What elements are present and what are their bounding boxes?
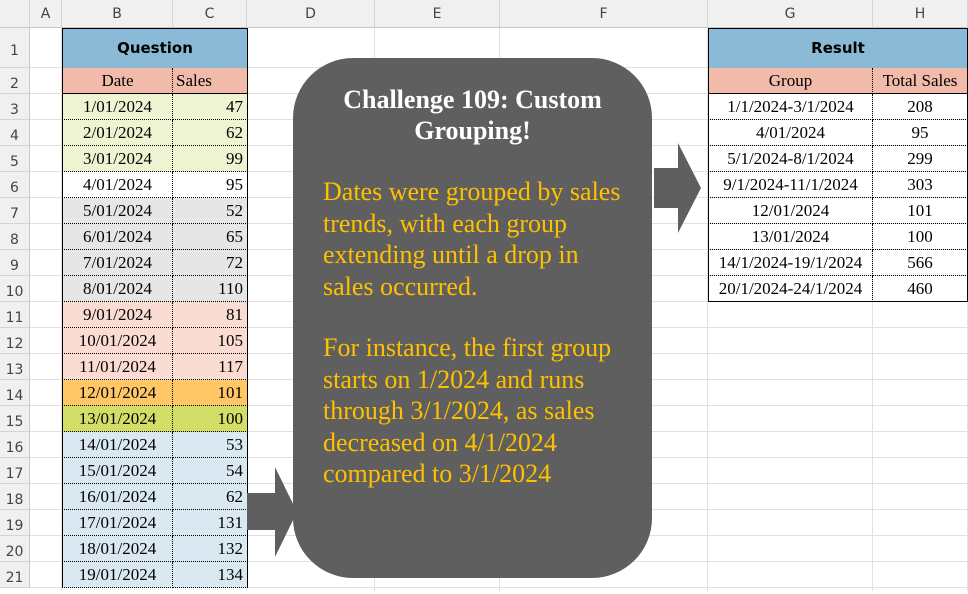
gridline	[707, 28, 708, 591]
sales-cell[interactable]: 134	[173, 562, 248, 588]
date-cell[interactable]: 4/01/2024	[62, 172, 173, 198]
date-cell[interactable]: 5/01/2024	[62, 198, 173, 224]
date-cell[interactable]: 1/01/2024	[62, 94, 173, 120]
date-cell[interactable]: 9/01/2024	[62, 302, 173, 328]
group-cell[interactable]: 1/1/2024-3/1/2024	[708, 94, 873, 120]
row-header-17[interactable]: 17	[0, 458, 30, 484]
sales-cell[interactable]: 117	[173, 354, 248, 380]
total-sales-cell[interactable]: 208	[873, 94, 968, 120]
group-header: Group	[708, 68, 873, 94]
date-cell[interactable]: 7/01/2024	[62, 250, 173, 276]
row-header-20[interactable]: 20	[0, 536, 30, 562]
date-cell[interactable]: 3/01/2024	[62, 146, 173, 172]
sales-cell[interactable]: 62	[173, 120, 248, 146]
date-cell[interactable]: 13/01/2024	[62, 406, 173, 432]
column-header-a[interactable]: A	[30, 0, 62, 28]
arrow-right-icon	[654, 143, 701, 233]
column-header-b[interactable]: B	[62, 0, 173, 28]
sales-cell[interactable]: 101	[173, 380, 248, 406]
row-header-13[interactable]: 13	[0, 354, 30, 380]
date-cell[interactable]: 2/01/2024	[62, 120, 173, 146]
total-sales-cell[interactable]: 100	[873, 224, 968, 250]
row-header-4[interactable]: 4	[0, 120, 30, 146]
total-sales-cell[interactable]: 95	[873, 120, 968, 146]
sales-cell[interactable]: 81	[173, 302, 248, 328]
sales-cell[interactable]: 54	[173, 458, 248, 484]
group-cell[interactable]: 5/1/2024-8/1/2024	[708, 146, 873, 172]
date-cell[interactable]: 10/01/2024	[62, 328, 173, 354]
sales-cell[interactable]: 52	[173, 198, 248, 224]
column-header-c[interactable]: C	[173, 0, 247, 28]
sales-cell[interactable]: 105	[173, 328, 248, 354]
row-header-5[interactable]: 5	[0, 146, 30, 172]
date-cell[interactable]: 15/01/2024	[62, 458, 173, 484]
sales-cell[interactable]: 132	[173, 536, 248, 562]
date-cell[interactable]: 19/01/2024	[62, 562, 173, 588]
row-header-10[interactable]: 10	[0, 276, 30, 302]
row-header-3[interactable]: 3	[0, 94, 30, 120]
sales-cell[interactable]: 100	[173, 406, 248, 432]
group-cell[interactable]: 12/01/2024	[708, 198, 873, 224]
callout-title: Challenge 109: Custom Grouping!	[343, 85, 602, 145]
row-header-11[interactable]: 11	[0, 302, 30, 328]
column-header-d[interactable]: D	[247, 0, 375, 28]
row-header-9[interactable]: 9	[0, 250, 30, 276]
sales-cell[interactable]: 95	[173, 172, 248, 198]
challenge-callout: Challenge 109: Custom Grouping! Dates we…	[293, 58, 652, 578]
row-header-16[interactable]: 16	[0, 432, 30, 458]
date-cell[interactable]: 16/01/2024	[62, 484, 173, 510]
date-cell[interactable]: 11/01/2024	[62, 354, 173, 380]
callout-paragraph-1: Dates were grouped by sales trends, with…	[323, 177, 621, 301]
row-header-8[interactable]: 8	[0, 224, 30, 250]
row-header-6[interactable]: 6	[0, 172, 30, 198]
row-header-15[interactable]: 15	[0, 406, 30, 432]
sales-cell[interactable]: 53	[173, 432, 248, 458]
total-sales-cell[interactable]: 299	[873, 146, 968, 172]
date-cell[interactable]: 12/01/2024	[62, 380, 173, 406]
group-cell[interactable]: 4/01/2024	[708, 120, 873, 146]
group-cell[interactable]: 13/01/2024	[708, 224, 873, 250]
row-header-21[interactable]: 21	[0, 562, 30, 588]
sales-cell[interactable]: 62	[173, 484, 248, 510]
column-header-h[interactable]: H	[873, 0, 968, 28]
column-header-g[interactable]: G	[708, 0, 873, 28]
sales-cell[interactable]: 99	[173, 146, 248, 172]
row-header-18[interactable]: 18	[0, 484, 30, 510]
date-cell[interactable]: 18/01/2024	[62, 536, 173, 562]
total-sales-header: Total Sales	[873, 68, 968, 94]
sales-cell[interactable]: 47	[173, 94, 248, 120]
sales-header: Sales	[173, 68, 248, 94]
row-header-1[interactable]: 1	[0, 28, 30, 68]
date-cell[interactable]: 14/01/2024	[62, 432, 173, 458]
row-header-7[interactable]: 7	[0, 198, 30, 224]
result-title: Result	[708, 28, 968, 69]
date-cell[interactable]: 17/01/2024	[62, 510, 173, 536]
date-cell[interactable]: 8/01/2024	[62, 276, 173, 302]
sales-cell[interactable]: 131	[173, 510, 248, 536]
date-cell[interactable]: 6/01/2024	[62, 224, 173, 250]
sales-cell[interactable]: 65	[173, 224, 248, 250]
group-cell[interactable]: 20/1/2024-24/1/2024	[708, 276, 873, 302]
group-cell[interactable]: 14/1/2024-19/1/2024	[708, 250, 873, 276]
sales-cell[interactable]: 72	[173, 250, 248, 276]
select-all-corner[interactable]	[0, 0, 30, 28]
total-sales-cell[interactable]: 303	[873, 172, 968, 198]
row-header-2[interactable]: 2	[0, 68, 30, 94]
arrow-right-icon	[247, 467, 297, 557]
date-header: Date	[62, 68, 173, 94]
total-sales-cell[interactable]: 101	[873, 198, 968, 224]
column-header-f[interactable]: F	[500, 0, 708, 28]
sales-cell[interactable]: 110	[173, 276, 248, 302]
row-header-19[interactable]: 19	[0, 510, 30, 536]
group-cell[interactable]: 9/1/2024-11/1/2024	[708, 172, 873, 198]
gridline	[872, 28, 873, 591]
row-header-12[interactable]: 12	[0, 328, 30, 354]
callout-paragraph-2: For instance, the first group starts on …	[323, 333, 612, 488]
total-sales-cell[interactable]: 460	[873, 276, 968, 302]
column-header-e[interactable]: E	[375, 0, 500, 28]
gridline	[61, 28, 62, 591]
row-header-14[interactable]: 14	[0, 380, 30, 406]
total-sales-cell[interactable]: 566	[873, 250, 968, 276]
question-title: Question	[62, 28, 248, 69]
